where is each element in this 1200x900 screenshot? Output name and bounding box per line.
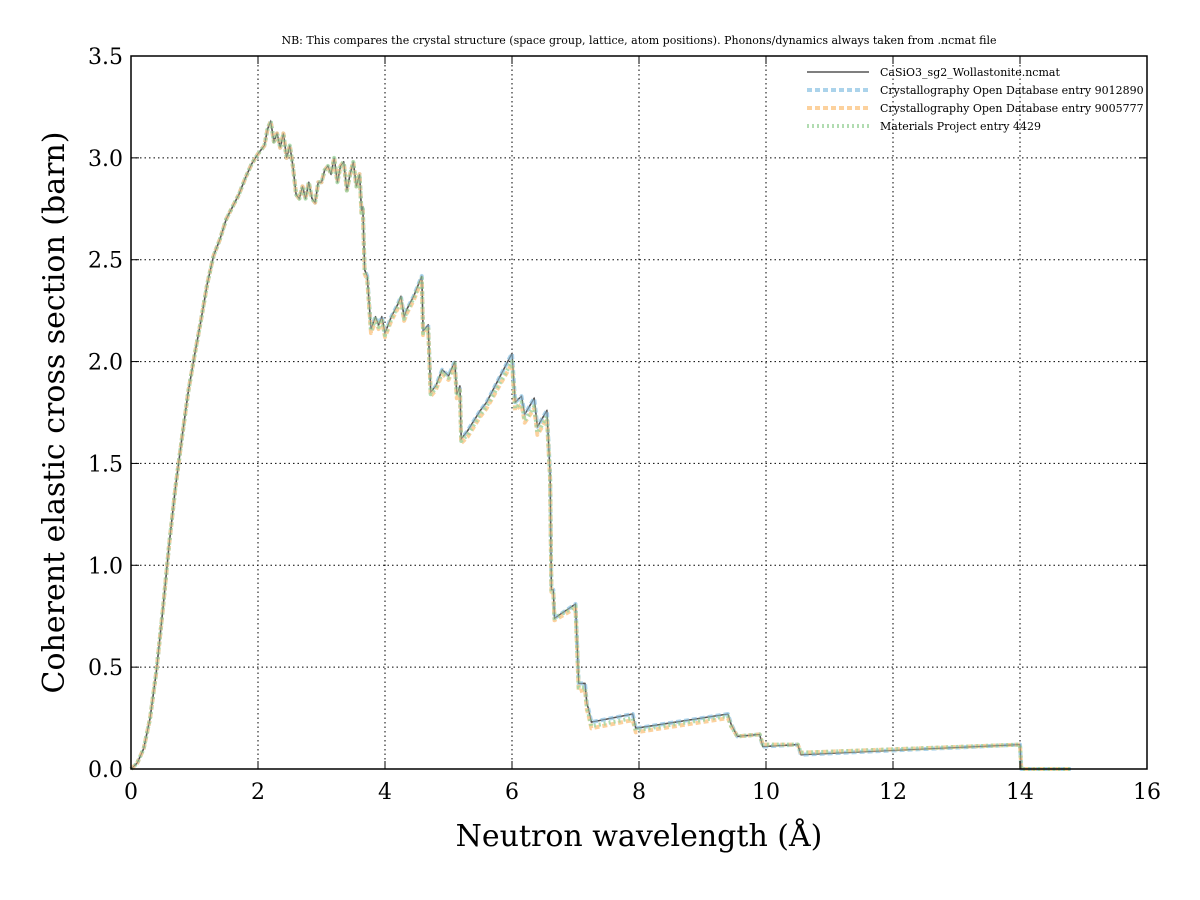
legend-label-3: Crystallography Open Database entry 9005…	[880, 102, 1144, 115]
x-tick-label: 4	[378, 780, 392, 805]
y-tick-label: 0.0	[88, 758, 123, 783]
chart-title: NB: This compares the crystal structure …	[281, 34, 996, 47]
x-axis-title: Neutron wavelength (Å)	[456, 818, 823, 854]
y-tick-label: 1.0	[88, 554, 123, 579]
x-tick-label: 16	[1133, 780, 1161, 805]
legend-label-2: Crystallography Open Database entry 9012…	[880, 84, 1144, 97]
x-tick-label: 6	[505, 780, 519, 805]
legend-label-4: Materials Project entry 4429	[880, 120, 1041, 133]
legend: CaSiO3_sg2_Wollastonite.ncmat Crystallogr…	[807, 66, 1144, 133]
x-tick-label: 0	[124, 780, 138, 805]
y-tick-label: 0.5	[88, 656, 123, 681]
y-tick-label: 3.5	[88, 45, 123, 70]
y-tick-label: 1.5	[88, 452, 123, 477]
ticks: 0 2 4 6 8 10 12 14 16 0.0 0.5 1.0 1.5 2.0 2.5 3.0 3.5	[88, 45, 1161, 805]
y-tick-label: 3.0	[88, 147, 123, 172]
grid	[131, 56, 1147, 769]
series-line-3	[129, 119, 1071, 771]
x-tick-label: 8	[632, 780, 646, 805]
y-tick-label: 2.5	[88, 249, 123, 274]
series-line-1	[130, 120, 1071, 770]
series-line-1-overlay	[130, 119, 1071, 770]
y-tick-label: 2.0	[88, 351, 123, 376]
y-axis-title: Coherent elastic cross section (barn)	[37, 132, 72, 694]
x-tick-label: 12	[879, 780, 907, 805]
series-line-2	[129, 119, 1071, 771]
x-tick-label: 14	[1006, 780, 1034, 805]
series-line-4	[129, 119, 1071, 771]
series-group	[129, 119, 1071, 771]
legend-label-1: CaSiO3_sg2_Wollastonite.ncmat	[880, 66, 1060, 79]
x-tick-label: 2	[251, 780, 265, 805]
x-tick-label: 10	[752, 780, 780, 805]
